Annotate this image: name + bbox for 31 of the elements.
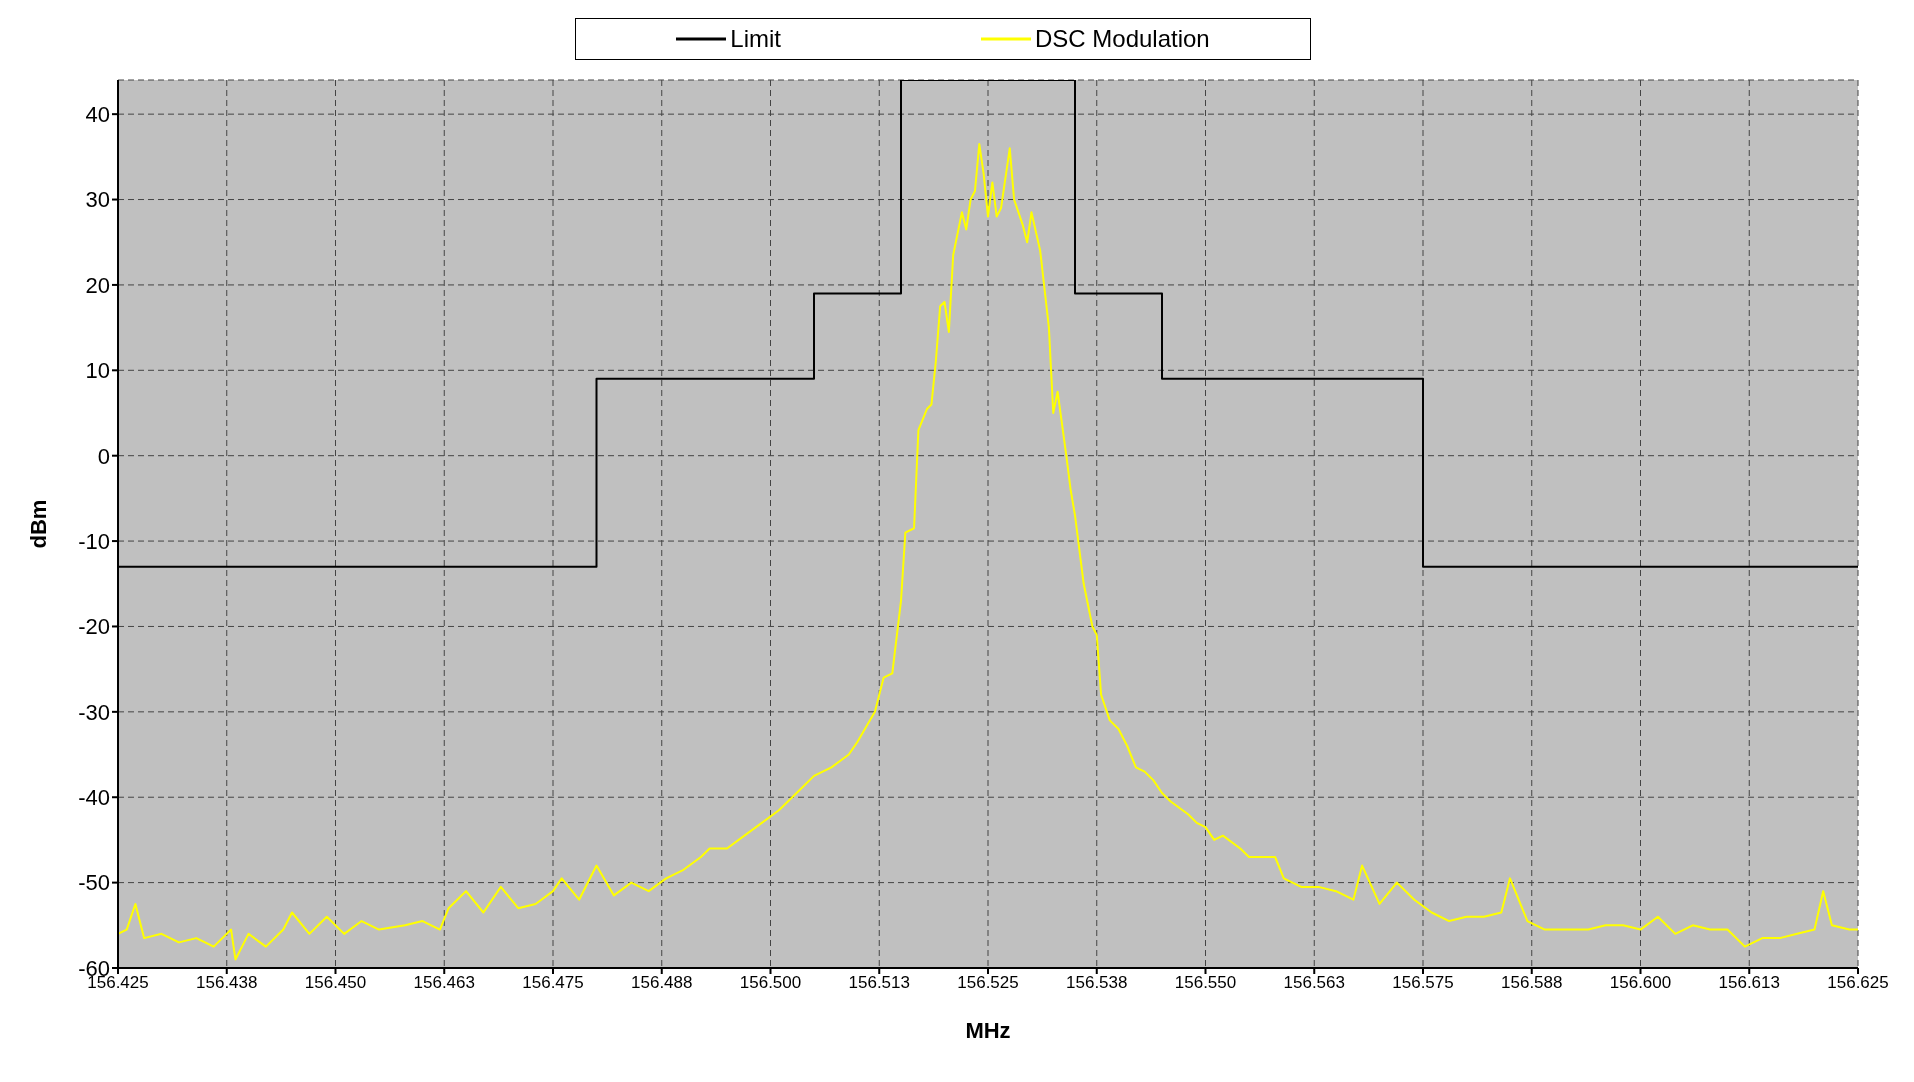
y-tick-label: 30: [85, 187, 110, 213]
line-series: [118, 143, 1858, 961]
x-tick-label: 156.450: [304, 973, 367, 993]
x-tick-label: 156.600: [1609, 973, 1672, 993]
x-tick-label: 156.575: [1392, 973, 1454, 993]
x-tick-label: 156.550: [1174, 973, 1237, 993]
x-tick-label: 156.475: [522, 973, 584, 993]
x-tick-label: 156.525: [957, 973, 1019, 993]
x-tick-label: 156.563: [1283, 973, 1345, 993]
x-tick-label: 156.613: [1718, 973, 1780, 993]
legend-label: DSC Modulation: [1033, 25, 1210, 53]
x-tick-label: 156.625: [1827, 973, 1889, 993]
legend-label: Limit: [729, 25, 781, 53]
y-tick-label: -30: [78, 699, 110, 725]
x-tick-label: 156.513: [848, 973, 910, 993]
x-tick-label: 156.538: [1066, 973, 1128, 993]
x-tick-label: 156.500: [739, 973, 802, 993]
y-tick-label: 20: [85, 272, 110, 298]
x-tick-label: 156.463: [413, 973, 475, 993]
x-axis-title: MHz: [965, 1018, 1011, 1043]
y-tick-label: -20: [78, 614, 110, 640]
y-tick-label: 0: [97, 443, 110, 469]
y-tick-label: -50: [78, 870, 110, 896]
y-tick-label: 10: [85, 358, 110, 384]
y-tick-label: -40: [78, 785, 110, 811]
y-tick-label: 40: [85, 101, 110, 127]
y-tick-label: -10: [78, 528, 110, 554]
x-tick-label: 156.438: [196, 973, 258, 993]
x-tick-label: 156.488: [631, 973, 693, 993]
x-tick-label: 156.588: [1501, 973, 1563, 993]
y-axis-title: dBm: [25, 499, 51, 549]
